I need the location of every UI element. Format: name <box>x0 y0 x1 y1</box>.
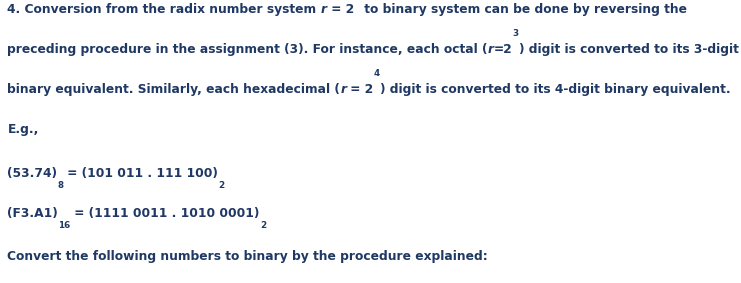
Text: 2: 2 <box>219 181 225 190</box>
Text: to binary system can be done by reversing the: to binary system can be done by reversin… <box>360 3 688 16</box>
Text: = (1111 0011 . 1010 0001): = (1111 0011 . 1010 0001) <box>70 207 260 220</box>
Text: (53.74): (53.74) <box>7 167 57 180</box>
Text: ) digit is converted to its 3-digit: ) digit is converted to its 3-digit <box>519 43 739 56</box>
Text: = 2: = 2 <box>346 83 373 96</box>
Text: 4: 4 <box>373 69 379 78</box>
Text: = (101 011 . 111 100): = (101 011 . 111 100) <box>64 167 219 180</box>
Text: r: r <box>340 83 346 96</box>
Text: 3: 3 <box>513 29 519 38</box>
Text: r: r <box>488 43 494 56</box>
Text: ) digit is converted to its 4-digit binary equivalent.: ) digit is converted to its 4-digit bina… <box>379 83 731 96</box>
Text: Convert the following numbers to binary by the procedure explained:: Convert the following numbers to binary … <box>7 250 488 263</box>
Text: 16: 16 <box>58 221 70 230</box>
Text: 8: 8 <box>57 181 64 190</box>
Text: binary equivalent. Similarly, each hexadecimal (: binary equivalent. Similarly, each hexad… <box>7 83 340 96</box>
Text: 4. Conversion from the radix number system: 4. Conversion from the radix number syst… <box>7 3 321 16</box>
Text: = 2: = 2 <box>327 3 354 16</box>
Text: r: r <box>321 3 327 16</box>
Text: 2: 2 <box>260 221 266 230</box>
Text: (F3.A1): (F3.A1) <box>7 207 58 220</box>
Text: preceding procedure in the assignment (3). For instance, each octal (: preceding procedure in the assignment (3… <box>7 43 488 56</box>
Text: =2: =2 <box>494 43 513 56</box>
Text: E.g.,: E.g., <box>7 123 39 136</box>
